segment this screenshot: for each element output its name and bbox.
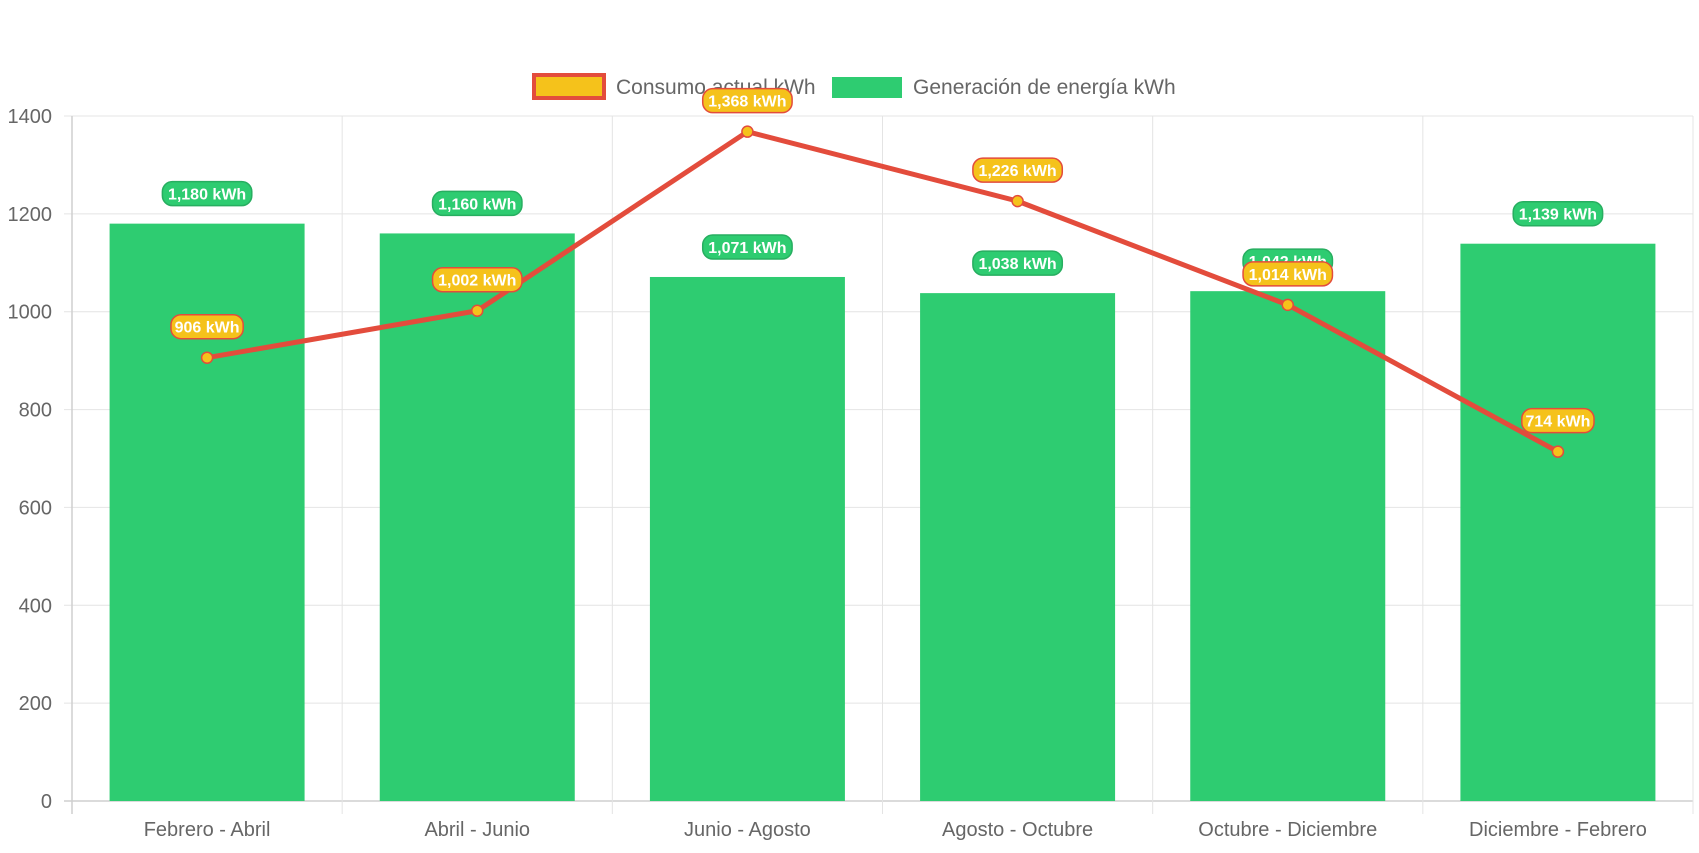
line-label-diciembre-febrero-text: 714 kWh [1525, 414, 1590, 431]
bar-label-agosto-octubre-text: 1,038 kWh [978, 256, 1056, 273]
y-tick-label: 400 [19, 595, 52, 617]
bar-series-generacion [109, 223, 1656, 802]
bar-label-agosto-octubre-bg [972, 250, 1064, 276]
line-label-diciembre-febrero-bg [1521, 407, 1595, 434]
legend-label-generacion: Generación de energía kWh [913, 76, 1176, 99]
line-label-abril-junio: 1,002 kWh [431, 266, 523, 293]
line-label-octubre-diciembre: 1,014 kWh [1242, 261, 1334, 287]
bar-label-diciembre-febrero-bg [1512, 200, 1604, 227]
line-label-junio-agosto-bg [701, 87, 793, 114]
line-label-octubre-diciembre-bg [1242, 261, 1334, 287]
chart-legend[interactable]: Consumo actual kWh Generación de energía… [532, 73, 1176, 100]
x-tick-label-diciembre-febrero: Diciembre - Febrero [1469, 819, 1647, 841]
bar-generacion-octubre-diciembre[interactable] [1190, 291, 1386, 801]
point-consumo-octubre-diciembre[interactable] [1281, 298, 1294, 312]
line-label-junio-agosto-text: 1,368 kWh [708, 94, 786, 111]
y-tick-label: 600 [19, 497, 52, 519]
line-label-junio-agosto: 1,368 kWh [701, 87, 793, 114]
x-tick-label-junio-agosto: Junio - Agosto [684, 819, 811, 841]
bar-generacion-junio-agosto[interactable] [649, 276, 845, 802]
legend-swatch-generacion [832, 77, 902, 98]
legend-item-generacion[interactable]: Generación de energía kWh [832, 76, 1176, 99]
grid-lines [64, 115, 1694, 814]
point-consumo-junio-agosto[interactable] [741, 125, 754, 138]
line-label-febrero-abril-text: 906 kWh [175, 320, 240, 337]
y-tick-label: 1400 [8, 106, 53, 128]
point-consumo-diciembre-febrero[interactable] [1551, 445, 1565, 458]
y-tick-label: 1000 [8, 302, 53, 324]
bar-generacion-abril-junio[interactable] [379, 233, 575, 801]
bar-label-junio-agosto-bg [701, 234, 793, 260]
bar-label-febrero-abril: 1,180 kWh [161, 180, 253, 207]
line-label-agosto-octubre: 1,226 kWh [972, 157, 1064, 183]
point-consumo-febrero-abril[interactable] [200, 351, 214, 364]
line-data-labels: 906 kWh 1,002 kWh 1,368 kWh 1,226 kWh 1,014 … [170, 87, 1595, 434]
bar-label-agosto-octubre: 1,038 kWh [972, 250, 1064, 276]
bar-label-junio-agosto: 1,071 kWh [701, 234, 793, 260]
y-tick-label: 0 [41, 791, 52, 813]
bar-generacion-agosto-octubre[interactable] [920, 293, 1116, 801]
y-axis: 0 200 400 600 800 1000 1200 1400 [8, 106, 53, 813]
line-label-agosto-octubre-bg [972, 157, 1064, 183]
line-series-consumo [200, 125, 1565, 458]
bar-label-febrero-abril-text: 1,180 kWh [168, 187, 246, 204]
x-tick-label-abril-junio: Abril - Junio [424, 819, 530, 841]
x-tick-label-agosto-octubre: Agosto - Octubre [942, 819, 1093, 841]
line-label-diciembre-febrero: 714 kWh [1521, 407, 1595, 434]
bar-label-abril-junio: 1,160 kWh [431, 190, 523, 217]
line-label-febrero-abril: 906 kWh [170, 313, 244, 340]
bar-label-junio-agosto-text: 1,071 kWh [708, 240, 786, 257]
y-tick-label: 800 [19, 400, 52, 422]
line-label-octubre-diciembre-text: 1,014 kWh [1249, 267, 1327, 284]
line-consumo [204, 129, 1561, 455]
line-label-abril-junio-text: 1,002 kWh [438, 273, 516, 290]
line-label-agosto-octubre-text: 1,226 kWh [978, 163, 1056, 180]
point-consumo-agosto-octubre[interactable] [1011, 194, 1024, 208]
x-axis: Febrero - Abril Abril - Junio Junio - Agos… [144, 819, 1647, 841]
bar-label-abril-junio-bg [431, 190, 523, 217]
y-tick-label: 1200 [8, 204, 53, 226]
legend-swatch-consumo [532, 73, 606, 100]
bar-label-febrero-abril-bg [161, 180, 253, 207]
point-consumo-abril-junio[interactable] [471, 304, 484, 317]
bar-generacion-febrero-abril[interactable] [109, 223, 305, 802]
y-tick-label: 200 [19, 693, 52, 715]
line-label-febrero-abril-bg [170, 313, 244, 340]
bar-label-abril-junio-text: 1,160 kWh [438, 196, 516, 213]
bar-label-diciembre-febrero: 1,139 kWh [1512, 200, 1604, 227]
x-tick-label-febrero-abril: Febrero - Abril [144, 819, 271, 841]
bar-generacion-diciembre-febrero[interactable] [1460, 243, 1656, 802]
line-label-abril-junio-bg [431, 266, 523, 293]
bar-label-diciembre-febrero-text: 1,139 kWh [1519, 207, 1597, 224]
x-tick-label-octubre-diciembre: Octubre - Diciembre [1198, 819, 1377, 841]
